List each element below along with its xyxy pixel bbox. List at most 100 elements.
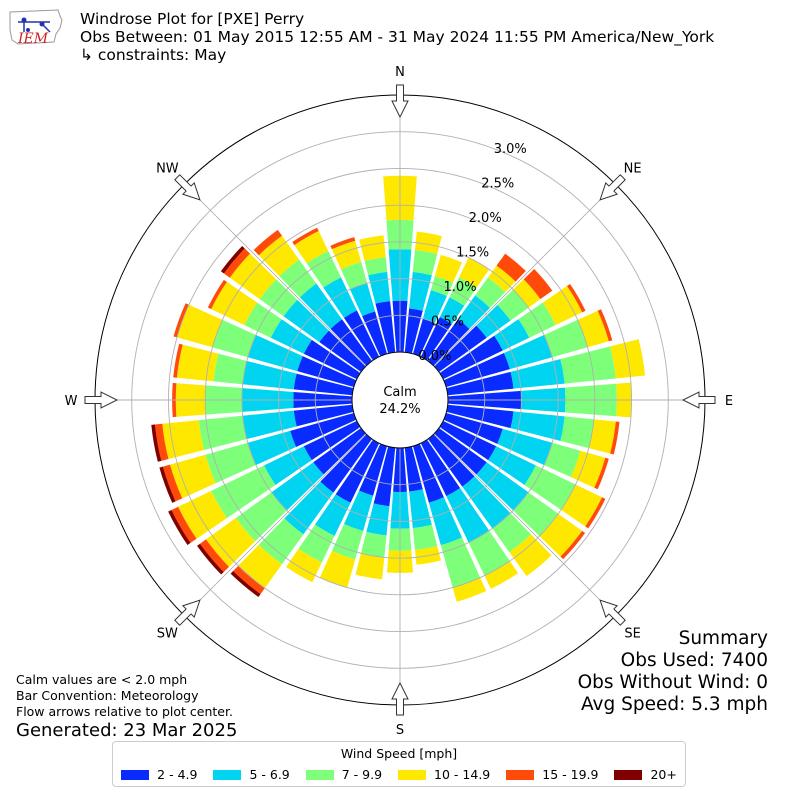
bar-segment — [233, 565, 265, 595]
bar-segment — [446, 371, 514, 396]
bar-segment — [518, 302, 556, 338]
direction-label-s: S — [396, 723, 404, 738]
bar-segment — [205, 517, 256, 567]
bars-layer — [151, 175, 646, 602]
calm-label: Calm — [383, 385, 416, 400]
bar-segment — [306, 250, 341, 288]
direction-label-e: E — [725, 394, 733, 409]
legend-label: 7 - 9.9 — [341, 767, 383, 782]
bar-segment — [220, 245, 245, 274]
bar-segment — [168, 509, 191, 545]
bar-segment — [315, 494, 351, 536]
bar-segment — [412, 524, 438, 551]
bar-segment — [434, 254, 463, 283]
bar-segment — [496, 253, 526, 282]
bar-segment — [320, 434, 372, 493]
bar-segment — [359, 443, 388, 496]
bar-segment — [293, 404, 354, 427]
bar-segment — [211, 281, 258, 326]
arrows-layer — [84, 84, 716, 716]
bar-segment — [176, 344, 219, 382]
bar-segment — [428, 434, 475, 487]
bar-segment — [577, 310, 609, 348]
bar-segment — [439, 420, 497, 461]
bar-segment — [355, 553, 385, 580]
bar-segment — [412, 318, 435, 357]
legend-label: 5 - 6.9 — [249, 767, 290, 782]
direction-label-se: SE — [624, 627, 640, 642]
radial-tick-label: 2.5% — [481, 176, 514, 191]
bar-segment — [258, 235, 300, 277]
bar-segment — [513, 279, 541, 308]
legend-swatch — [506, 769, 535, 780]
bar-segment — [323, 277, 357, 318]
bar-segment — [434, 325, 487, 372]
bar-segment — [560, 416, 594, 449]
bar-segment — [509, 534, 552, 577]
legend-items: 2 - 4.9 5 - 6.9 7 - 9.9 10 - 14.9 15 - 19.9 2… — [113, 767, 685, 782]
bar-segment — [362, 311, 388, 357]
bar-segment — [476, 462, 529, 511]
bar-segment — [279, 259, 317, 298]
legend-swatch — [121, 769, 150, 780]
bar-segment — [294, 231, 329, 264]
bar-segment — [331, 240, 362, 270]
bar-segment — [510, 411, 565, 441]
bar-segment — [560, 484, 603, 527]
legend-swatch — [398, 769, 427, 780]
bar-segment — [343, 310, 380, 361]
bar-segment — [594, 457, 609, 490]
bar-segment — [414, 231, 442, 254]
obs-without-wind: Obs Without Wind: 0 — [577, 672, 768, 693]
legend-item: 7 - 9.9 — [305, 767, 383, 782]
labels-layer: 0.0% 0.5% 1.0% 1.5% 2.0% 2.5% 3.0% N NE E SE S SW W NW — [65, 65, 734, 738]
flow-arrow-icon — [599, 599, 626, 626]
calm-circle — [351, 351, 449, 449]
convention-note: Bar Convention: Meteorology — [16, 688, 199, 703]
bar-segment — [330, 319, 372, 366]
bar-segment — [230, 570, 261, 597]
bar-segment — [428, 319, 470, 366]
bar-segment — [492, 513, 531, 553]
bar-segment — [350, 283, 376, 317]
iem-logo-icon: IEM — [9, 9, 63, 47]
bar-segment — [412, 249, 438, 276]
bar-segment — [588, 419, 616, 454]
bar-segment — [428, 497, 463, 546]
bar-segment — [162, 420, 205, 460]
chart-title: Windrose Plot for [PXE] Perry — [80, 10, 305, 28]
legend-item: 20+ — [614, 767, 677, 782]
bar-segment — [205, 442, 256, 484]
bar-segment — [484, 560, 519, 589]
summary-block: Summary Obs Used: 7400 Obs Without Wind:… — [578, 628, 768, 716]
bar-segment — [567, 283, 586, 313]
radial-tick-label: 0.5% — [431, 314, 464, 329]
bar-segment — [229, 253, 277, 300]
bar-segment — [497, 289, 529, 321]
bar-segment — [173, 343, 183, 378]
bar-segment — [235, 492, 287, 542]
bar-segment — [313, 428, 366, 475]
bar-segment — [343, 490, 374, 532]
bar-segment — [238, 544, 283, 589]
grid-spoke — [433, 433, 616, 616]
bar-segment — [211, 465, 276, 519]
direction-label-sw: SW — [157, 627, 178, 642]
bar-segment — [258, 518, 304, 565]
bar-segment — [159, 466, 176, 503]
bar-segment — [476, 304, 511, 338]
bar-segment — [200, 539, 230, 572]
bar-segment — [420, 439, 461, 497]
bar-segment — [542, 286, 583, 326]
bar-segment — [468, 530, 510, 576]
bar-segment — [270, 319, 312, 354]
legend-title: Wind Speed [mph] — [340, 746, 458, 761]
legend-swatch — [305, 769, 334, 780]
bar-segment — [151, 424, 162, 462]
bar-segment — [259, 279, 298, 317]
bar-segment — [292, 227, 319, 246]
flow-arrow-icon — [391, 84, 409, 119]
flow-arrow-icon — [391, 681, 409, 716]
bar-segment — [247, 334, 303, 372]
bar-segment — [373, 446, 396, 507]
